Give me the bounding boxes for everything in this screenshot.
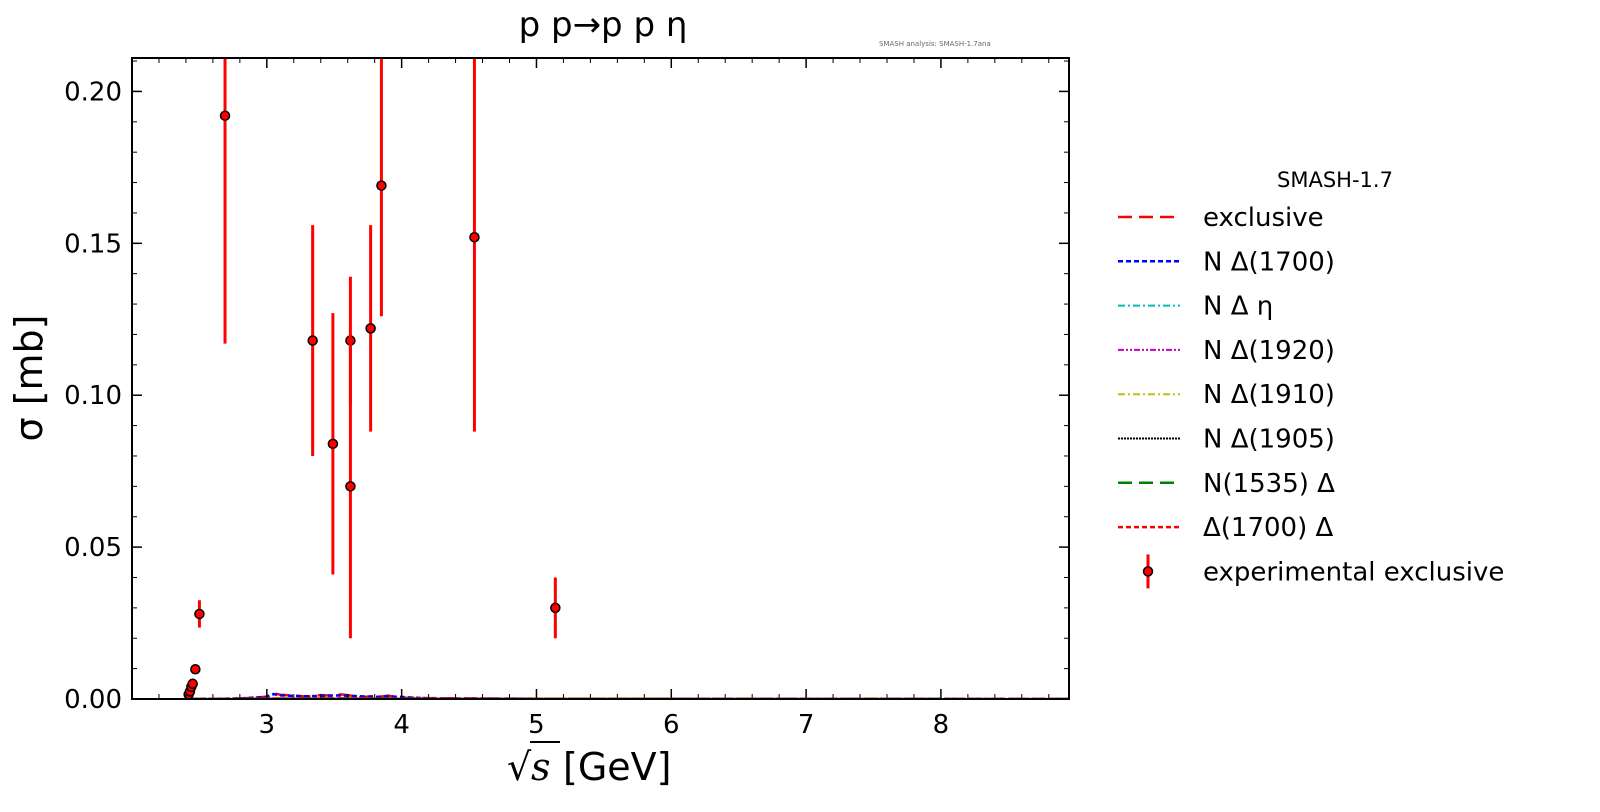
data-point bbox=[307, 335, 318, 346]
y-tick-label: 0.10 bbox=[64, 381, 122, 411]
x-axis-unit: [GeV] bbox=[563, 745, 671, 789]
x-tick-label: 4 bbox=[393, 710, 410, 740]
legend-label: experimental exclusive bbox=[1203, 557, 1504, 587]
analysis-watermark: SMASH analysis: SMASH-1.7ana bbox=[879, 40, 991, 48]
legend-label: N Δ(1905) bbox=[1203, 425, 1335, 455]
legend-label: N(1535) Δ bbox=[1203, 469, 1335, 499]
y-tick-label: 0.20 bbox=[64, 77, 122, 107]
y-tick-label: 0.00 bbox=[64, 685, 122, 715]
x-tick-label: 5 bbox=[528, 710, 545, 740]
data-point bbox=[190, 663, 201, 675]
plot-area: 3 4 5 6 7 8 0.00 0.05 0.10 0.15 0.20 bbox=[64, 57, 1070, 740]
data-point bbox=[550, 602, 561, 614]
chart-title: p p→p p η bbox=[519, 5, 688, 45]
y-axis-label: σ [mb] bbox=[7, 315, 51, 442]
x-axis-radicand: s bbox=[531, 745, 551, 789]
series-line bbox=[192, 692, 1069, 699]
x-tick-label: 7 bbox=[798, 710, 815, 740]
x-axis-label: √ s [GeV] bbox=[507, 741, 671, 789]
legend-label: N Δ(1910) bbox=[1203, 380, 1335, 410]
legend-swatch-marker bbox=[1142, 566, 1154, 577]
experimental-points bbox=[183, 58, 561, 699]
legend: SMASH-1.7 exclusive N Δ(1700) N Δ η N Δ(192… bbox=[1118, 168, 1504, 589]
data-point bbox=[376, 180, 387, 191]
legend-label: Δ(1700) Δ bbox=[1203, 513, 1334, 543]
legend-title: SMASH-1.7 bbox=[1277, 168, 1393, 192]
y-tick-label: 0.05 bbox=[64, 533, 122, 563]
legend-label: N Δ(1920) bbox=[1203, 336, 1335, 366]
x-tick-label: 6 bbox=[663, 710, 680, 740]
legend-label: N Δ η bbox=[1203, 292, 1273, 322]
legend-label: exclusive bbox=[1203, 203, 1324, 233]
x-tick-label: 8 bbox=[933, 710, 950, 740]
data-point bbox=[469, 231, 480, 243]
data-point bbox=[194, 608, 205, 620]
data-point bbox=[219, 110, 231, 121]
plot-frame bbox=[131, 57, 1070, 700]
sqrt-symbol: √ bbox=[507, 745, 532, 789]
data-point bbox=[327, 438, 339, 450]
x-tick-label: 3 bbox=[259, 710, 276, 740]
legend-label: N Δ(1700) bbox=[1203, 247, 1335, 277]
data-point bbox=[345, 481, 356, 492]
y-tick-label: 0.15 bbox=[64, 229, 122, 259]
data-point bbox=[187, 678, 198, 690]
axis-ticks: 3 4 5 6 7 8 0.00 0.05 0.10 0.15 0.20 bbox=[64, 58, 1069, 740]
data-point bbox=[365, 323, 376, 334]
